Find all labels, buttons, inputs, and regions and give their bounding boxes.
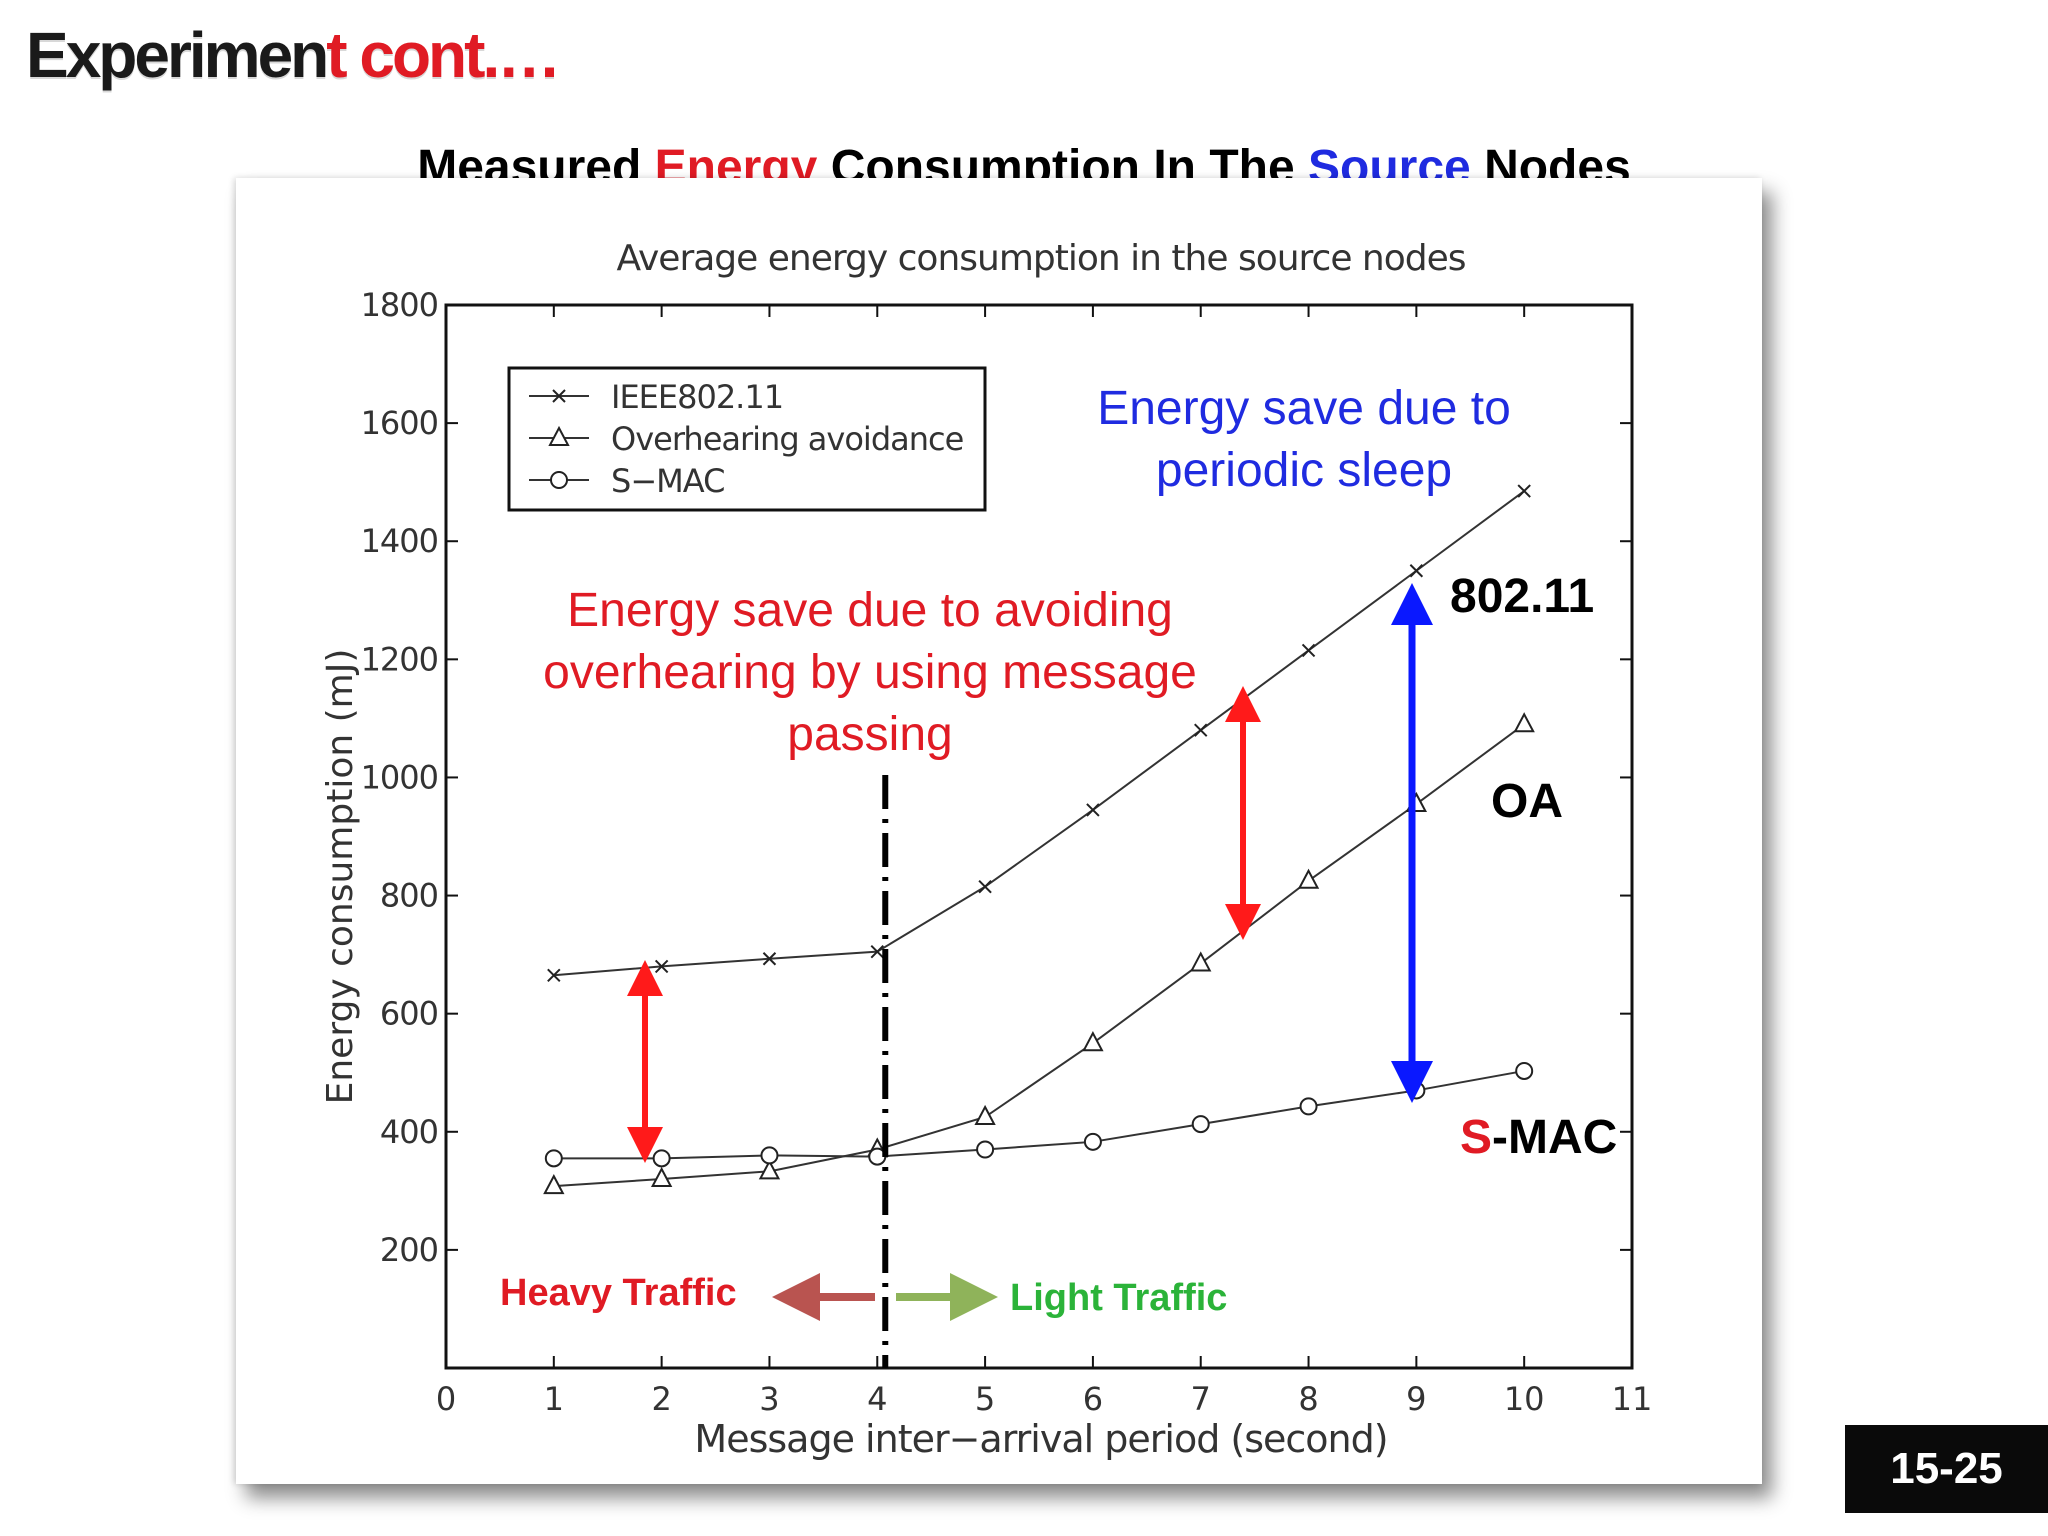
- smac-label-rest: -MAC: [1492, 1111, 1617, 1164]
- legend-label: Overhearing avoidance: [611, 420, 963, 458]
- data-point-circle-series2: [1299, 1097, 1318, 1116]
- sleep-annotation-line: Energy save due to: [1097, 382, 1511, 435]
- x-tick-label: 2: [651, 1380, 671, 1418]
- data-point-circle-series2: [1083, 1132, 1102, 1151]
- oh-annotation-line: overhearing by using message: [543, 646, 1197, 699]
- legend-label: IEEE802.11: [611, 378, 783, 416]
- x-tick-label: 10: [1504, 1380, 1545, 1418]
- data-point-triangle-legend1: [548, 425, 570, 446]
- data-point-triangle-series1: [650, 1166, 673, 1188]
- series-line-2: [553, 1069, 1525, 1160]
- x-axis-label: Message inter−arrival period (second): [694, 1417, 1387, 1461]
- x-tick-label: 6: [1083, 1380, 1103, 1418]
- x-tick-label: 11: [1612, 1380, 1653, 1418]
- data-point-circle-series2: [976, 1140, 995, 1159]
- x-tick-label: 8: [1298, 1380, 1318, 1418]
- x-tick-label: 9: [1406, 1380, 1426, 1418]
- series-label-smac: S-MAC: [1460, 1111, 1617, 1164]
- data-point-circle-series2: [652, 1149, 671, 1168]
- light-traffic-label: Light Traffic: [1010, 1277, 1227, 1319]
- chart-card: [236, 178, 1762, 1484]
- data-point-triangle-series1: [543, 1173, 565, 1195]
- x-tick-label: 5: [975, 1380, 995, 1418]
- data-point-x-series0: [1194, 723, 1208, 737]
- page-number-badge: 15-25: [1845, 1425, 2048, 1513]
- x-tick-label: 1: [544, 1380, 564, 1418]
- data-point-x-series0: [978, 879, 992, 894]
- data-point-triangle-series1: [1190, 951, 1212, 972]
- y-tick-label: 800: [380, 877, 438, 915]
- x-tick-label: 3: [759, 1380, 779, 1418]
- y-tick-label: 1800: [361, 286, 438, 324]
- data-point-circle-legend2: [550, 471, 568, 489]
- data-point-x-series0: [762, 952, 777, 966]
- x-tick-label: 4: [867, 1380, 887, 1418]
- data-point-triangle-series1: [974, 1104, 996, 1126]
- data-point-triangle-series1: [1082, 1031, 1104, 1052]
- chart-title: Average energy consumption in the source…: [616, 238, 1465, 279]
- slide-title: Experiment cont.…: [26, 18, 561, 92]
- heavy-traffic-label: Heavy Traffic: [500, 1272, 737, 1314]
- y-axis-label: Energy consumption (mJ): [320, 649, 361, 1105]
- series-label-80211: 802.11: [1450, 570, 1594, 623]
- slide-title-main: Experimen: [26, 19, 329, 91]
- data-point-circle-series2: [1515, 1061, 1534, 1080]
- y-tick-label: 200: [380, 1231, 438, 1269]
- sleep-annotation-line: periodic sleep: [1156, 444, 1452, 497]
- data-point-x-series0: [1301, 643, 1316, 658]
- data-point-x-series0: [870, 944, 884, 959]
- y-tick-label: 400: [380, 1113, 438, 1151]
- plot-frame: [444, 303, 1634, 1370]
- smac-label-s: S: [1460, 1111, 1492, 1164]
- data-point-triangle-series1: [1513, 712, 1535, 733]
- y-tick-label: 1200: [361, 640, 438, 678]
- data-point-circle-series2: [1191, 1115, 1210, 1134]
- y-tick-label: 1000: [361, 758, 438, 796]
- series-label-oa: OA: [1491, 775, 1563, 828]
- data-point-x-series0: [547, 968, 561, 982]
- data-point-x-series0: [1409, 564, 1424, 578]
- oh-annotation-line: passing: [787, 708, 952, 761]
- data-point-x-legend0: [552, 389, 566, 403]
- series-line-0: [553, 490, 1525, 977]
- data-point-x-series0: [1517, 484, 1531, 498]
- series-line-1: [553, 723, 1525, 1188]
- data-point-triangle-series1: [1297, 868, 1320, 889]
- y-tick-label: 1600: [361, 404, 438, 442]
- data-point-triangle-series1: [758, 1159, 781, 1180]
- data-point-circle-series2: [760, 1146, 779, 1165]
- legend-label: S−MAC: [611, 462, 724, 500]
- x-tick-label: 0: [436, 1380, 456, 1418]
- y-tick-label: 1400: [361, 522, 438, 560]
- oh-annotation-line: Energy save due to avoiding: [567, 584, 1173, 637]
- y-tick-label: 600: [380, 995, 438, 1033]
- x-tick-label: 7: [1191, 1380, 1211, 1418]
- data-point-circle-series2: [544, 1149, 563, 1168]
- slide-title-accent: t cont.…: [326, 19, 561, 91]
- data-point-x-series0: [1086, 803, 1100, 817]
